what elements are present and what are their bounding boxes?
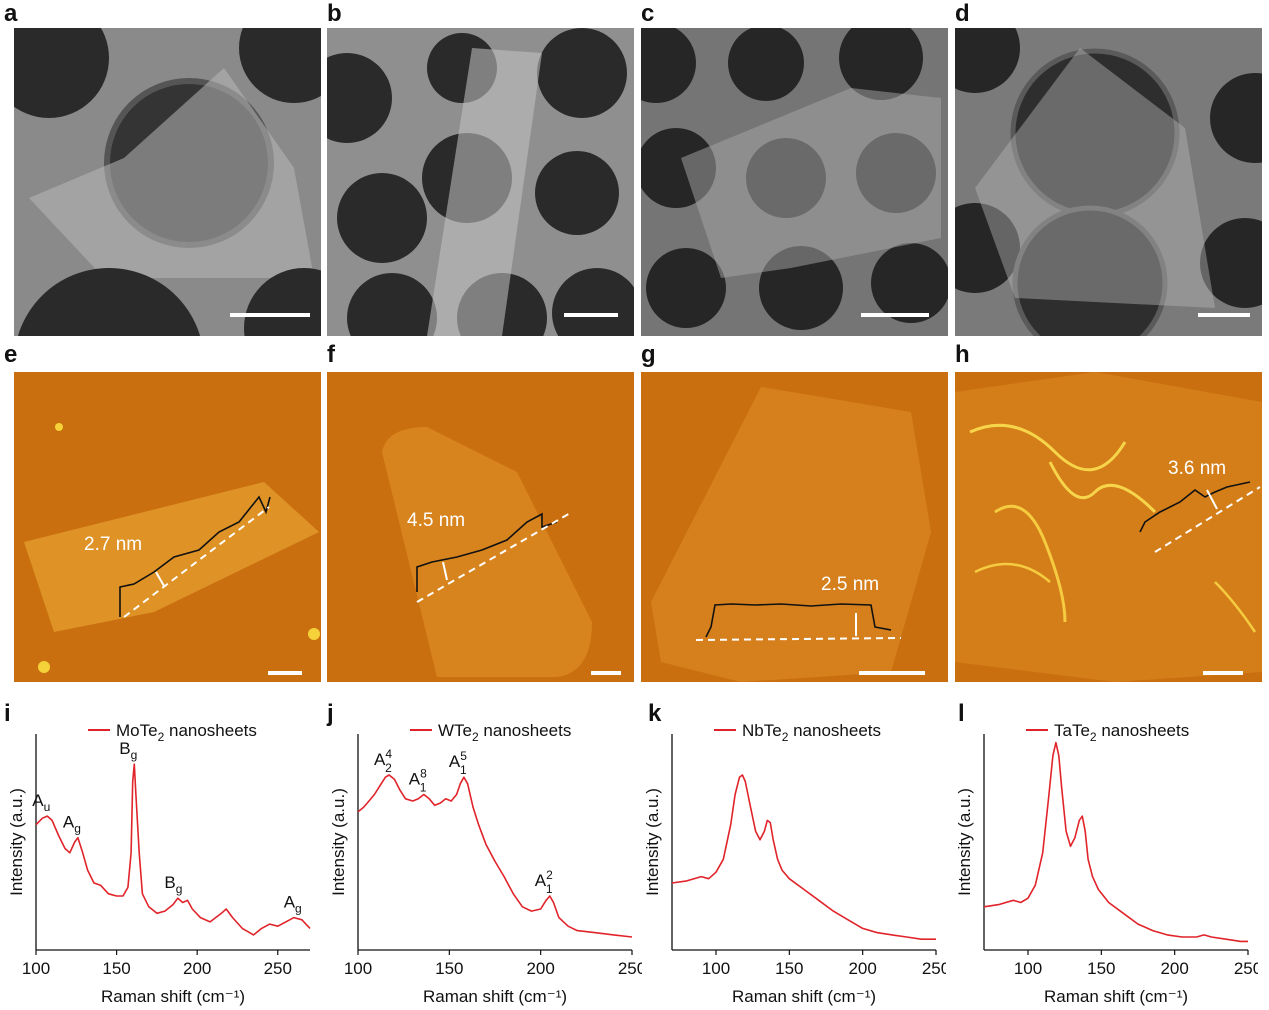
scale-bar bbox=[230, 313, 310, 317]
afm-image-g: 2.5 nm bbox=[641, 372, 948, 682]
x-axis-label: Raman shift (cm⁻¹) bbox=[732, 987, 876, 1006]
thickness-label: 2.5 nm bbox=[821, 574, 880, 595]
x-tick-label: 250 bbox=[1234, 959, 1258, 978]
y-axis-label: Intensity (a.u.) bbox=[955, 788, 974, 896]
x-axis-label: Raman shift (cm⁻¹) bbox=[101, 987, 245, 1006]
y-axis-label: Intensity (a.u.) bbox=[643, 788, 662, 896]
peak-label: A5 1 bbox=[449, 749, 467, 777]
x-tick-label: 250 bbox=[922, 959, 946, 978]
legend-label: MoTe2 nanosheets bbox=[116, 721, 257, 744]
scale-bar bbox=[564, 313, 618, 317]
x-tick-label: 100 bbox=[22, 959, 50, 978]
raman-chart-j: 100 150 200 250 Raman shift (cm⁻¹) Intensity … bbox=[329, 721, 642, 1006]
x-tick-label: 250 bbox=[264, 959, 292, 978]
sem-image-a bbox=[14, 28, 321, 336]
afm-image-e: 2.7 nm bbox=[14, 372, 321, 682]
sem-image-a-graphic bbox=[14, 28, 321, 336]
sem-image-d bbox=[955, 28, 1262, 336]
panel-label-b: b bbox=[327, 0, 342, 27]
panel-label-d: d bbox=[955, 0, 970, 27]
peak-label: Au bbox=[32, 791, 50, 814]
panel-label-a: a bbox=[4, 0, 18, 27]
scale-bar bbox=[268, 671, 302, 675]
sem-image-d-graphic bbox=[955, 28, 1262, 336]
peak-label: Bg bbox=[119, 739, 137, 762]
sem-image-c-graphic bbox=[641, 28, 948, 336]
x-axis-label: Raman shift (cm⁻¹) bbox=[423, 987, 567, 1006]
sem-image-b-graphic bbox=[327, 28, 634, 336]
peak-label: Ag bbox=[284, 893, 302, 916]
spectrum-line bbox=[357, 774, 633, 938]
y-axis-label: Intensity (a.u.) bbox=[7, 788, 26, 896]
scale-bar bbox=[1198, 313, 1250, 317]
panel-label-e: e bbox=[4, 341, 18, 368]
x-tick-label: 150 bbox=[102, 959, 130, 978]
y-axis-label: Intensity (a.u.) bbox=[329, 788, 348, 896]
afm-image-h: 3.6 nm bbox=[955, 372, 1262, 682]
x-tick-label: 150 bbox=[775, 959, 803, 978]
x-tick-label: 100 bbox=[344, 959, 372, 978]
panel-label-k: k bbox=[648, 700, 662, 727]
x-tick-label: 200 bbox=[1160, 959, 1188, 978]
peak-label: Bg bbox=[164, 873, 182, 896]
panel-label-i: i bbox=[4, 700, 11, 727]
x-tick-label: 200 bbox=[848, 959, 876, 978]
afm-image-h-graphic bbox=[955, 372, 1262, 682]
afm-image-f: 4.5 nm bbox=[327, 372, 634, 682]
x-axis-label: Raman shift (cm⁻¹) bbox=[1044, 987, 1188, 1006]
x-tick-label: 200 bbox=[526, 959, 554, 978]
panel-label-f: f bbox=[327, 341, 335, 368]
scale-bar bbox=[1203, 671, 1243, 675]
sem-image-c bbox=[641, 28, 948, 336]
raman-chart-l: 100 150 200 250 Raman shift (cm⁻¹) Intensity … bbox=[955, 721, 1258, 1006]
scale-bar bbox=[591, 671, 621, 675]
panel-label-j: j bbox=[327, 700, 334, 727]
afm-image-g-graphic bbox=[641, 372, 948, 682]
raman-chart-i: 100 150 200 250 Raman shift (cm⁻¹) Intensity … bbox=[7, 721, 311, 1006]
thickness-label: 4.5 nm bbox=[407, 510, 466, 531]
scale-bar bbox=[861, 313, 929, 317]
thickness-label: 2.7 nm bbox=[84, 534, 143, 555]
x-tick-label: 100 bbox=[1014, 959, 1042, 978]
x-tick-label: 100 bbox=[702, 959, 730, 978]
legend-label: WTe2 nanosheets bbox=[438, 721, 571, 744]
x-tick-label: 250 bbox=[618, 959, 642, 978]
peak-label: A8 1 bbox=[409, 766, 427, 794]
panel-label-c: c bbox=[641, 0, 655, 27]
spectrum-line bbox=[671, 774, 936, 940]
legend-label: NbTe2 nanosheets bbox=[742, 721, 881, 744]
legend-label: TaTe2 nanosheets bbox=[1054, 721, 1189, 744]
panel-label-g: g bbox=[641, 341, 656, 368]
afm-image-e-graphic bbox=[14, 372, 321, 682]
thickness-label: 3.6 nm bbox=[1168, 458, 1227, 479]
x-tick-label: 200 bbox=[183, 959, 211, 978]
peak-label: A4 2 bbox=[374, 747, 392, 775]
peak-label: A2 1 bbox=[535, 868, 553, 896]
scale-bar bbox=[859, 671, 925, 675]
spectrum-line bbox=[35, 763, 311, 936]
panel-label-h: h bbox=[955, 341, 970, 368]
x-tick-label: 150 bbox=[1087, 959, 1115, 978]
sem-image-b bbox=[327, 28, 634, 336]
afm-image-f-graphic bbox=[327, 372, 634, 682]
raman-chart-k: 100 150 200 250 Raman shift (cm⁻¹) Intensity … bbox=[643, 721, 946, 1006]
spectrum-line bbox=[983, 741, 1248, 943]
peak-label: Ag bbox=[63, 813, 81, 836]
x-tick-label: 150 bbox=[435, 959, 463, 978]
panel-label-l: l bbox=[958, 700, 965, 727]
